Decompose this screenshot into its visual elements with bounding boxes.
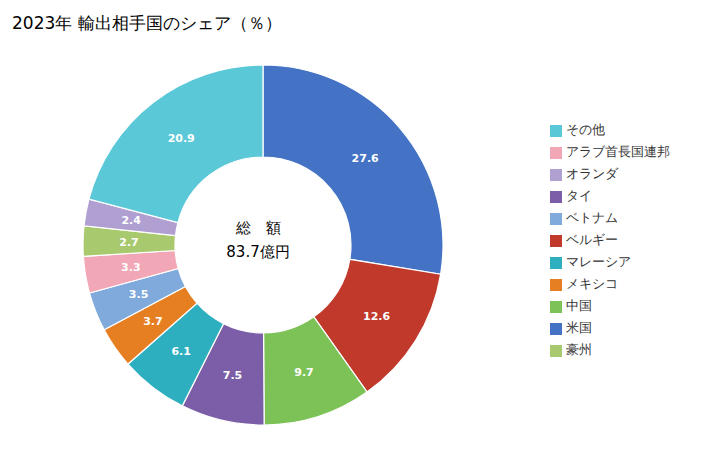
html-text:2023年 輸出相手国のシェア（％）: 2023年 輸出相手国のシェア（％）	[12, 13, 282, 33]
html-text:中国: 中国	[566, 298, 592, 313]
html-text:メキシコ: メキシコ	[566, 276, 618, 291]
html-text:83.7億円: 83.7億円	[226, 243, 290, 261]
svg-text:12.6: 12.6	[363, 310, 390, 323]
svg-text:3.7: 3.7	[143, 315, 163, 328]
html-text:オランダ: オランダ	[566, 166, 618, 181]
html-text:豪州: 豪州	[566, 342, 592, 357]
svg-text:2.7: 2.7	[119, 236, 139, 249]
svg-text:3.3: 3.3	[121, 261, 141, 274]
html-text:ベルギー: ベルギー	[566, 232, 618, 247]
svg-text:27.6: 27.6	[352, 152, 379, 165]
svg-text:7.5: 7.5	[223, 369, 243, 382]
svg-text:3.5: 3.5	[129, 288, 149, 301]
html-text:マレーシア: マレーシア	[566, 254, 631, 269]
svg-text:20.9: 20.9	[168, 132, 195, 145]
html-text:その他: その他	[566, 122, 605, 137]
html-text:アラブ首長国連邦: アラブ首長国連邦	[566, 144, 670, 159]
html-text:タイ: タイ	[566, 188, 592, 203]
html-text:総 額: 総 額	[235, 219, 281, 237]
svg-text:9.7: 9.7	[294, 366, 314, 379]
svg-text:2.4: 2.4	[121, 214, 141, 227]
html-text:ベトナム: ベトナム	[566, 210, 618, 225]
svg-text:6.1: 6.1	[171, 345, 191, 358]
html-text:米国: 米国	[566, 320, 592, 335]
